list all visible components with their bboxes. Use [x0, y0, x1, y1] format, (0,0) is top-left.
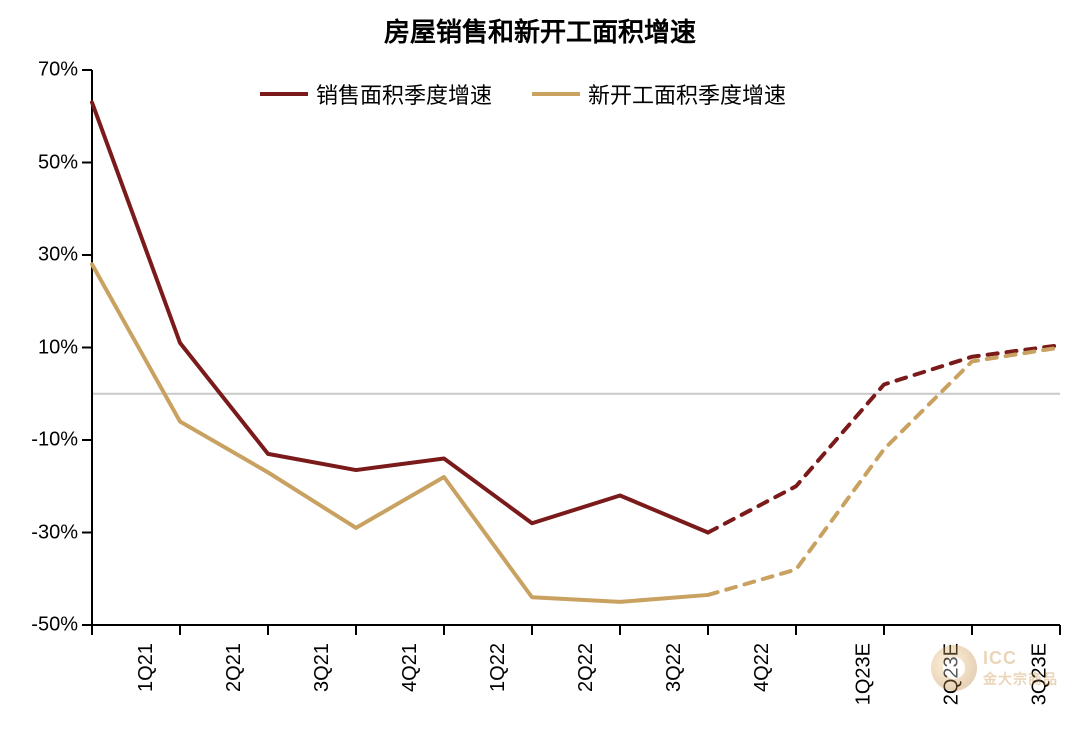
x-tick-label: 4Q22 [751, 643, 774, 692]
x-tick-label: 2Q22 [575, 643, 598, 692]
x-tick-label: 3Q22 [663, 643, 686, 692]
y-tick-label: -30% [31, 521, 78, 544]
legend-item: 销售面积季度增速 [260, 78, 492, 110]
x-tick-label: 1Q21 [135, 643, 158, 692]
legend-swatch [260, 92, 308, 96]
legend-item: 新开工面积季度增速 [532, 78, 786, 110]
x-tick-label: 1Q22 [487, 643, 510, 692]
legend-label: 新开工面积季度增速 [588, 78, 786, 110]
x-tick-label: 4Q21 [399, 643, 422, 692]
legend: 销售面积季度增速 新开工面积季度增速 [260, 78, 786, 110]
y-tick-label: 10% [38, 336, 78, 359]
x-tick-label: 3Q21 [311, 643, 334, 692]
legend-label: 销售面积季度增速 [316, 78, 492, 110]
y-tick-label: 30% [38, 244, 78, 267]
y-tick-label: 70% [38, 59, 78, 82]
y-tick-label: 50% [38, 151, 78, 174]
x-tick-label: 2Q21 [223, 643, 246, 692]
x-tick-label: 2Q23E [940, 643, 963, 705]
y-tick-label: -50% [31, 614, 78, 637]
legend-swatch [532, 92, 580, 96]
x-tick-label: 3Q23E [1028, 643, 1051, 705]
y-tick-label: -10% [31, 429, 78, 452]
x-tick-label: 1Q23E [852, 643, 875, 705]
chart-container: 房屋销售和新开工面积增速 销售面积季度增速新开工面积季度增速 -50%-30%-… [0, 0, 1080, 733]
